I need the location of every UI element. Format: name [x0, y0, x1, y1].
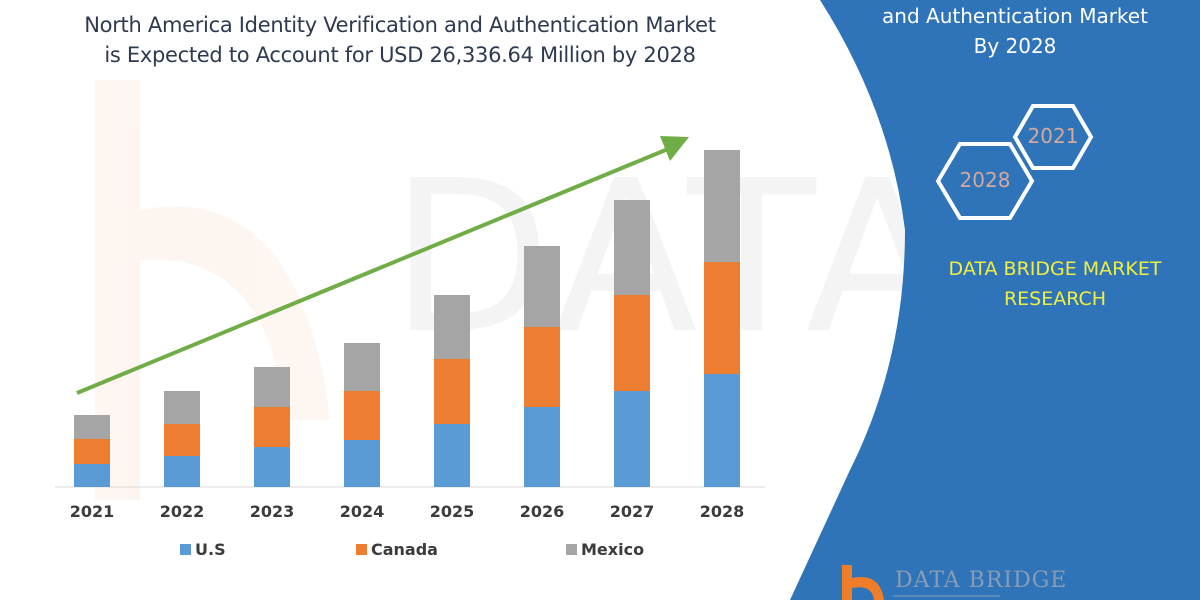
- bar-segment-canada-2022: [164, 423, 200, 456]
- chart-title-line2: is Expected to Account for USD 26,336.64…: [104, 43, 696, 67]
- bar-segment-mexico-2024: [344, 343, 380, 392]
- legend-swatch-us-icon: [180, 544, 191, 555]
- bar-segment-us-2026: [524, 407, 560, 487]
- chart-title: North America Identity Verification and …: [40, 10, 760, 70]
- legend-swatch-mexico-icon: [566, 544, 577, 555]
- legend-label-us: U.S: [195, 540, 226, 559]
- legend-swatch-canada-icon: [356, 544, 367, 555]
- bar-segment-mexico-2022: [164, 390, 200, 424]
- bar-segment-canada-2028: [704, 262, 740, 374]
- bar-segment-canada-2027: [614, 295, 650, 392]
- legend-item-canada: Canada: [356, 540, 438, 559]
- bar-segment-canada-2026: [524, 327, 560, 408]
- legend-label-canada: Canada: [371, 540, 438, 559]
- bar-segment-us-2021: [74, 463, 110, 487]
- x-tick-2026: 2026: [519, 502, 565, 521]
- bar-segment-mexico-2025: [434, 295, 470, 360]
- side-panel-shape: [790, 0, 1200, 600]
- x-tick-2022: 2022: [159, 502, 205, 521]
- footer-logo-text: DATA BRIDGE: [895, 568, 1068, 593]
- bar-segment-mexico-2026: [524, 246, 560, 328]
- footer-logo-icon: [842, 565, 1000, 600]
- bar-segment-mexico-2028: [704, 150, 740, 263]
- side-brand-text: DATA BRIDGE MARKET RESEARCH: [920, 254, 1190, 314]
- bar-segment-canada-2024: [344, 391, 380, 441]
- bar-segment-canada-2025: [434, 359, 470, 425]
- x-tick-2023: 2023: [249, 502, 295, 521]
- bar-segment-mexico-2023: [254, 366, 290, 407]
- bar-segment-canada-2023: [254, 406, 290, 447]
- x-tick-2027: 2027: [609, 502, 655, 521]
- bar-segment-us-2027: [614, 391, 650, 487]
- bar-segment-mexico-2027: [614, 200, 650, 296]
- trend-arrow-head-icon: [660, 136, 689, 161]
- side-brand-line2: RESEARCH: [1003, 288, 1107, 310]
- x-tick-2021: 2021: [69, 502, 115, 521]
- chart-title-line1: North America Identity Verification and …: [84, 13, 716, 37]
- bar-segment-us-2024: [344, 440, 380, 487]
- legend-item-us: U.S: [180, 540, 226, 559]
- trend-arrow-line: [76, 147, 669, 395]
- hex-label-2028: 2028: [959, 168, 1011, 192]
- x-tick-2028: 2028: [699, 502, 745, 521]
- side-panel-title: and Authentication Market By 2028: [850, 0, 1180, 61]
- side-brand-line1: DATA BRIDGE MARKET: [948, 258, 1162, 280]
- hex-label-2021: 2021: [1027, 124, 1079, 148]
- side-title-line2: By 2028: [973, 34, 1057, 58]
- bar-segment-us-2022: [164, 455, 200, 487]
- hexagon-2028-icon: [935, 142, 1035, 220]
- hexagon-2021-icon: [1012, 104, 1094, 170]
- bar-segment-us-2023: [254, 446, 290, 487]
- bar-segment-canada-2021: [74, 439, 110, 464]
- side-title-line1: and Authentication Market: [882, 4, 1148, 28]
- bar-segment-us-2028: [704, 374, 740, 487]
- bar-segment-mexico-2021: [74, 414, 110, 439]
- x-tick-2024: 2024: [339, 502, 385, 521]
- legend-label-mexico: Mexico: [581, 540, 645, 559]
- x-tick-2025: 2025: [429, 502, 475, 521]
- bar-segment-us-2025: [434, 424, 470, 487]
- legend-item-mexico: Mexico: [566, 540, 644, 559]
